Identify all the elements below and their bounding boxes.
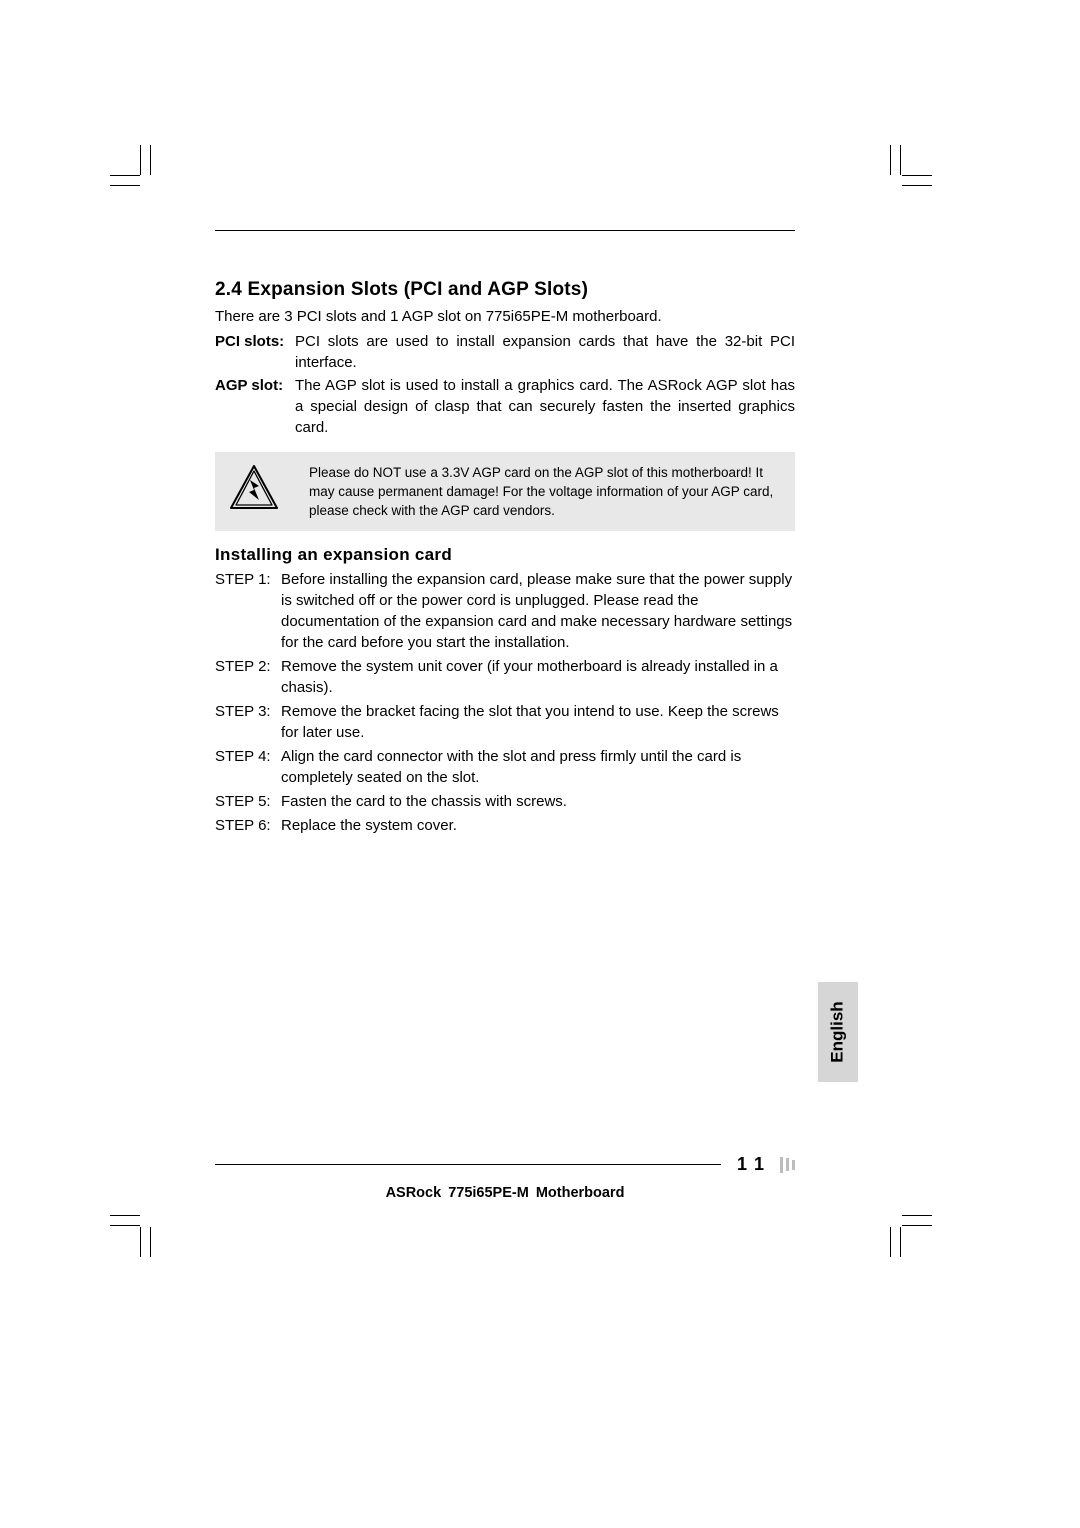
- definition-pci: PCI slots: PCI slots are used to install…: [215, 331, 795, 373]
- warning-box: Please do NOT use a 3.3V AGP card on the…: [215, 452, 795, 531]
- section-intro: There are 3 PCI slots and 1 AGP slot on …: [215, 307, 795, 327]
- step-label: STEP 3:: [215, 701, 281, 743]
- footer-text: ASRock 775i65PE-M Motherboard: [215, 1185, 795, 1201]
- section-heading: 2.4 Expansion Slots (PCI and AGP Slots): [215, 279, 795, 301]
- page-footer: 1 1 ASRock 775i65PE-M Motherboard: [215, 1154, 795, 1201]
- definition-label: AGP slot:: [215, 375, 295, 438]
- step-label: STEP 4:: [215, 746, 281, 788]
- step-body: Align the card connector with the slot a…: [281, 746, 795, 788]
- step-body: Replace the system cover.: [281, 815, 795, 836]
- step-label: STEP 6:: [215, 815, 281, 836]
- step-label: STEP 5:: [215, 791, 281, 812]
- install-step: STEP 5: Fasten the card to the chassis w…: [215, 791, 795, 812]
- step-body: Remove the system unit cover (if your mo…: [281, 656, 795, 698]
- page-number-box: 1 1: [721, 1154, 795, 1175]
- install-heading: Installing an expansion card: [215, 545, 795, 565]
- footer-rule: 1 1: [215, 1154, 795, 1175]
- install-step: STEP 2: Remove the system unit cover (if…: [215, 656, 795, 698]
- install-step: STEP 3: Remove the bracket facing the sl…: [215, 701, 795, 743]
- warning-icon: [223, 460, 285, 514]
- page-content: 2.4 Expansion Slots (PCI and AGP Slots) …: [215, 230, 795, 839]
- install-step: STEP 1: Before installing the expansion …: [215, 569, 795, 653]
- warning-text: Please do NOT use a 3.3V AGP card on the…: [285, 460, 783, 521]
- step-label: STEP 2:: [215, 656, 281, 698]
- language-label: English: [828, 1001, 848, 1062]
- step-body: Fasten the card to the chassis with scre…: [281, 791, 795, 812]
- install-step: STEP 4: Align the card connector with th…: [215, 746, 795, 788]
- definition-agp: AGP slot: The AGP slot is used to instal…: [215, 375, 795, 438]
- step-body: Before installing the expansion card, pl…: [281, 569, 795, 653]
- definition-label: PCI slots:: [215, 331, 295, 373]
- step-body: Remove the bracket facing the slot that …: [281, 701, 795, 743]
- install-step: STEP 6: Replace the system cover.: [215, 815, 795, 836]
- definition-body: PCI slots are used to install expansion …: [295, 331, 795, 373]
- step-label: STEP 1:: [215, 569, 281, 653]
- definition-body: The AGP slot is used to install a graphi…: [295, 375, 795, 438]
- page-number: 1 1: [737, 1154, 765, 1175]
- page-ornament-icon: [777, 1157, 795, 1173]
- language-tab: English: [818, 982, 858, 1082]
